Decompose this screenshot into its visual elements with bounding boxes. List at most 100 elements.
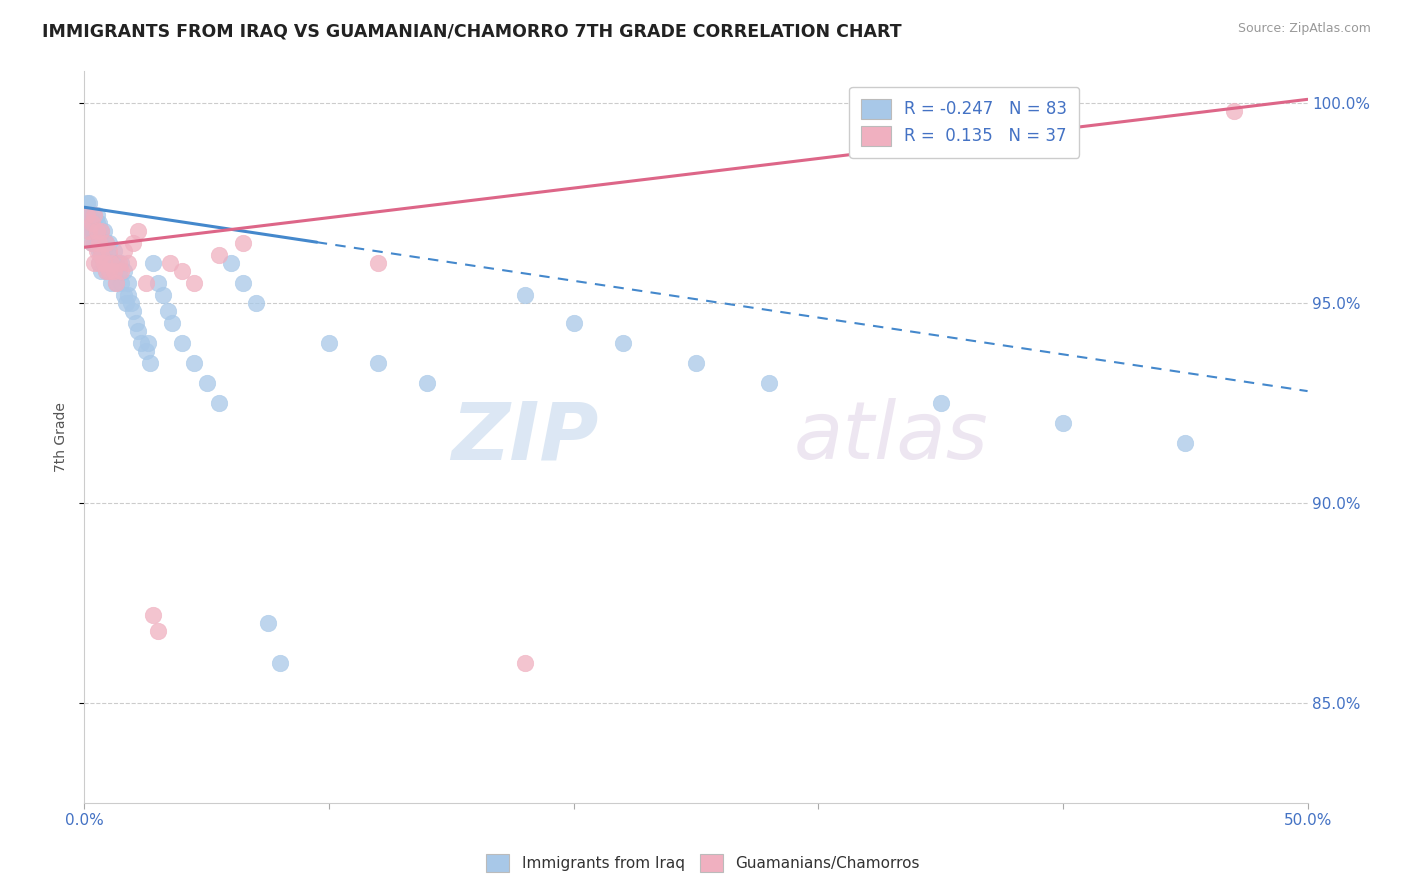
Point (77, 224, 100, 238)
Point (103, 244, 125, 259)
Point (159, 256, 181, 270)
Point (80, 224, 103, 238)
Point (83, 224, 105, 238)
Point (97, 264, 120, 278)
Point (87, 216, 110, 230)
Point (90, 244, 112, 259)
Point (112, 244, 135, 259)
Point (105, 276, 128, 290)
Point (416, 376, 439, 391)
Point (269, 656, 291, 670)
Point (758, 376, 780, 391)
Point (135, 276, 157, 290)
Point (96, 236, 118, 251)
Point (83, 208, 105, 222)
Point (208, 396, 231, 410)
Point (86, 244, 108, 259)
Point (107, 256, 129, 270)
Point (120, 296, 142, 310)
Point (146, 624, 169, 638)
Point (112, 264, 135, 278)
Point (83, 256, 105, 270)
Point (87, 236, 110, 251)
Text: Source: ZipAtlas.com: Source: ZipAtlas.com (1237, 22, 1371, 36)
Point (80, 216, 103, 230)
Point (90, 224, 112, 238)
Text: atlas: atlas (794, 398, 988, 476)
Point (367, 356, 389, 370)
Point (162, 316, 184, 330)
Point (86, 224, 108, 238)
Point (86, 236, 108, 251)
Point (80, 236, 103, 251)
Point (612, 336, 634, 351)
Point (562, 316, 585, 330)
Point (96, 236, 118, 251)
Point (77, 208, 100, 222)
Point (86, 236, 108, 251)
Point (195, 376, 218, 391)
Point (76, 216, 98, 230)
Point (105, 276, 128, 290)
Point (97, 264, 120, 278)
Point (129, 336, 152, 351)
Point (232, 276, 254, 290)
Text: IMMIGRANTS FROM IRAQ VS GUAMANIAN/CHAMORRO 7TH GRADE CORRELATION CHART: IMMIGRANTS FROM IRAQ VS GUAMANIAN/CHAMOR… (42, 22, 901, 40)
Point (127, 324, 149, 338)
Point (183, 356, 205, 370)
Point (115, 296, 138, 310)
Point (929, 396, 952, 410)
Point (110, 256, 132, 270)
Point (93, 256, 115, 270)
Point (83, 216, 105, 230)
Point (77, 196, 100, 211)
Point (103, 264, 125, 278)
Text: ZIP: ZIP (451, 398, 598, 476)
Point (257, 615, 280, 630)
Point (107, 264, 129, 278)
Point (90, 264, 112, 278)
Point (117, 288, 139, 302)
Point (513, 656, 536, 670)
Point (146, 276, 169, 290)
Point (90, 248, 112, 262)
Point (90, 224, 112, 238)
Point (219, 256, 242, 270)
Point (76, 196, 98, 211)
Point (86, 208, 108, 222)
Point (1052, 416, 1074, 430)
Point (97, 248, 120, 262)
Point (77, 216, 100, 230)
Legend: Immigrants from Iraq, Guamanians/Chamorros: Immigrants from Iraq, Guamanians/Chamorr… (479, 846, 927, 880)
Point (83, 208, 105, 222)
Point (183, 276, 205, 290)
Point (96, 264, 118, 278)
Legend: R = -0.247   N = 83, R =  0.135   N = 37: R = -0.247 N = 83, R = 0.135 N = 37 (849, 87, 1078, 158)
Point (93, 224, 115, 238)
Point (125, 316, 148, 330)
Point (100, 276, 122, 290)
Point (172, 264, 194, 278)
Point (122, 236, 145, 251)
Point (135, 344, 157, 359)
Point (86, 224, 108, 238)
Point (97, 236, 120, 251)
Point (117, 256, 139, 270)
Point (76, 208, 98, 222)
Point (112, 288, 135, 302)
Point (100, 256, 122, 270)
Point (77, 224, 100, 238)
Point (87, 224, 110, 238)
Point (90, 236, 112, 251)
Point (80, 216, 103, 230)
Point (136, 336, 159, 351)
Point (110, 264, 132, 278)
Point (152, 288, 174, 302)
Point (1223, 104, 1246, 119)
Point (142, 607, 165, 622)
Point (87, 256, 110, 270)
Point (127, 224, 149, 238)
Point (93, 244, 115, 259)
Point (87, 244, 110, 259)
Point (117, 276, 139, 290)
